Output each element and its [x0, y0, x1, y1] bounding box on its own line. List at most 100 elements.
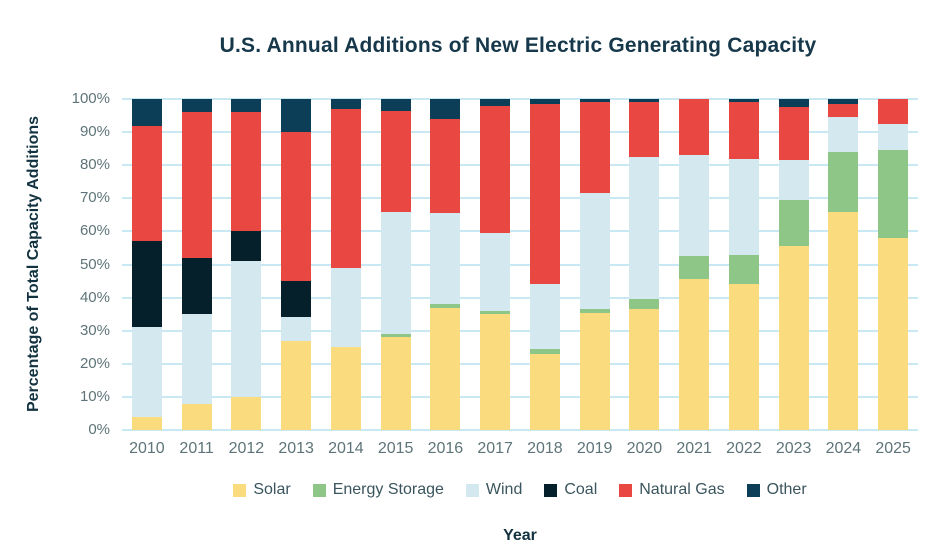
bar-segment-2013-other	[281, 99, 312, 133]
bar-2019	[579, 99, 610, 430]
bar-2017	[480, 99, 511, 430]
bar-slot-2018	[520, 99, 570, 430]
bar-slot-2021	[669, 99, 719, 430]
bar-2022	[728, 99, 759, 430]
y-tick-label-70: 70%	[79, 189, 110, 207]
bar-segment-2010-coal	[131, 241, 162, 328]
bar-segment-2011-coal	[181, 257, 212, 315]
x-tick-label-2021: 2021	[676, 440, 712, 457]
bar-segment-2023-natural-gas	[778, 107, 809, 161]
y-tick-label-100: 100%	[71, 90, 110, 107]
legend-swatch-solar	[233, 483, 247, 497]
legend-item-other: Other	[746, 481, 807, 499]
bar-segment-2019-natural-gas	[579, 102, 610, 194]
bar-segment-2014-solar	[330, 347, 361, 430]
bar-segment-2016-other	[430, 99, 461, 119]
bar-2018	[529, 99, 560, 430]
bar-segment-2022-natural-gas	[728, 102, 759, 159]
bar-segment-2018-energy-storage	[529, 348, 560, 354]
bar-segment-2012-solar	[231, 396, 262, 430]
y-tick-label-0: 0%	[88, 421, 110, 438]
x-tick-label-2018: 2018	[527, 440, 563, 457]
bar-slot-2013	[271, 99, 321, 430]
legend-item-wind: Wind	[465, 481, 522, 499]
bar-segment-2024-energy-storage	[828, 151, 859, 212]
bar-slot-2025	[868, 99, 918, 430]
gridline-20	[122, 362, 918, 365]
y-tick-label-30: 30%	[79, 321, 110, 339]
bar-segment-2022-solar	[728, 284, 759, 430]
bar-segment-2025-energy-storage	[878, 150, 909, 239]
bar-slot-2016	[421, 99, 471, 430]
bar-segment-2022-wind	[728, 158, 759, 255]
bar-2025	[878, 99, 909, 430]
bar-segment-2015-solar	[380, 337, 411, 430]
bar-segment-2024-solar	[828, 211, 859, 430]
bar-segment-2013-coal	[281, 281, 312, 318]
bar-segment-2015-energy-storage	[380, 334, 411, 338]
bar-segment-2018-other	[529, 99, 560, 104]
bar-segment-2021-wind	[679, 155, 710, 257]
bar-segment-2024-other	[828, 99, 859, 104]
bar-segment-2016-energy-storage	[430, 304, 461, 308]
bar-segment-2023-wind	[778, 160, 809, 200]
gridline-10	[122, 395, 918, 398]
bar-segment-2012-wind	[231, 261, 262, 397]
legend-label: Natural Gas	[639, 481, 725, 498]
bar-2013	[281, 99, 312, 430]
bar-segment-2017-solar	[480, 314, 511, 430]
bar-segment-2024-natural-gas	[828, 103, 859, 118]
bar-segment-2020-natural-gas	[629, 102, 660, 157]
x-tick-label-2015: 2015	[377, 440, 414, 457]
bar-segment-2022-energy-storage	[728, 254, 759, 285]
bar-2020	[629, 99, 660, 430]
bar-segment-2010-wind	[131, 327, 162, 417]
bar-segment-2015-wind	[380, 211, 411, 335]
legend-label: Energy Storage	[332, 481, 444, 498]
bar-segment-2023-solar	[778, 246, 809, 430]
bar-segment-2017-natural-gas	[480, 105, 511, 234]
bar-slot-2015	[371, 99, 421, 430]
bar-segment-2022-other	[728, 99, 759, 103]
bar-slot-2023	[769, 99, 819, 430]
x-tick-label-2011: 2011	[179, 440, 214, 457]
bar-segment-2020-other	[629, 99, 660, 103]
bar-2015	[380, 99, 411, 430]
gridline-40	[122, 296, 918, 299]
bar-segment-2013-solar	[281, 340, 312, 430]
bar-slot-2012	[222, 99, 272, 430]
bar-segment-2025-wind	[878, 123, 909, 151]
gridline-70	[122, 197, 918, 200]
bar-segment-2018-solar	[529, 353, 560, 430]
bar-segment-2012-other	[231, 99, 262, 113]
bar-segment-2024-wind	[828, 117, 859, 152]
bar-segment-2018-natural-gas	[529, 104, 560, 285]
legend-item-natural-gas: Natural Gas	[619, 481, 725, 499]
bar-segment-2018-wind	[529, 284, 560, 349]
bar-segment-2012-natural-gas	[231, 112, 262, 232]
bar-segment-2011-wind	[181, 314, 212, 404]
plot-area	[122, 98, 918, 431]
bar-segment-2016-solar	[430, 307, 461, 430]
y-tick-label-90: 90%	[79, 123, 110, 141]
bar-segment-2010-solar	[131, 416, 162, 430]
bar-segment-2019-solar	[579, 312, 610, 430]
bar-slot-2014	[321, 99, 371, 430]
bar-2021	[679, 99, 710, 430]
x-tick-label-2012: 2012	[228, 440, 265, 457]
legend-swatch-energy-storage	[312, 483, 326, 497]
x-tick-label-2019: 2019	[576, 440, 613, 457]
legend-item-solar: Solar	[233, 481, 291, 499]
bar-segment-2014-wind	[330, 267, 361, 348]
bar-segment-2012-coal	[231, 231, 262, 262]
y-tick-label-40: 40%	[79, 288, 110, 306]
bar-segment-2016-wind	[430, 213, 461, 305]
x-tick-label-2010: 2010	[129, 440, 165, 457]
bar-segment-2017-wind	[480, 233, 511, 311]
bar-segment-2019-wind	[579, 193, 610, 310]
bar-segment-2019-energy-storage	[579, 309, 610, 313]
y-tick-label-20: 20%	[79, 354, 110, 372]
chart-title: U.S. Annual Additions of New Electric Ge…	[219, 34, 817, 57]
bar-segment-2015-other	[380, 99, 411, 111]
